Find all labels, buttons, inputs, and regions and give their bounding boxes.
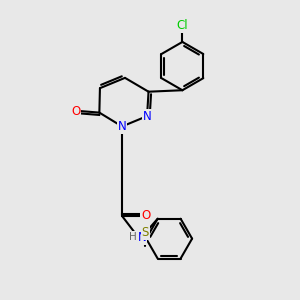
Text: Cl: Cl: [177, 19, 188, 32]
Text: N: N: [137, 231, 146, 244]
Text: O: O: [71, 105, 80, 118]
Text: H: H: [129, 232, 137, 242]
Text: N: N: [118, 120, 126, 133]
Text: O: O: [141, 209, 150, 223]
Text: N: N: [143, 110, 152, 123]
Text: S: S: [142, 226, 149, 239]
